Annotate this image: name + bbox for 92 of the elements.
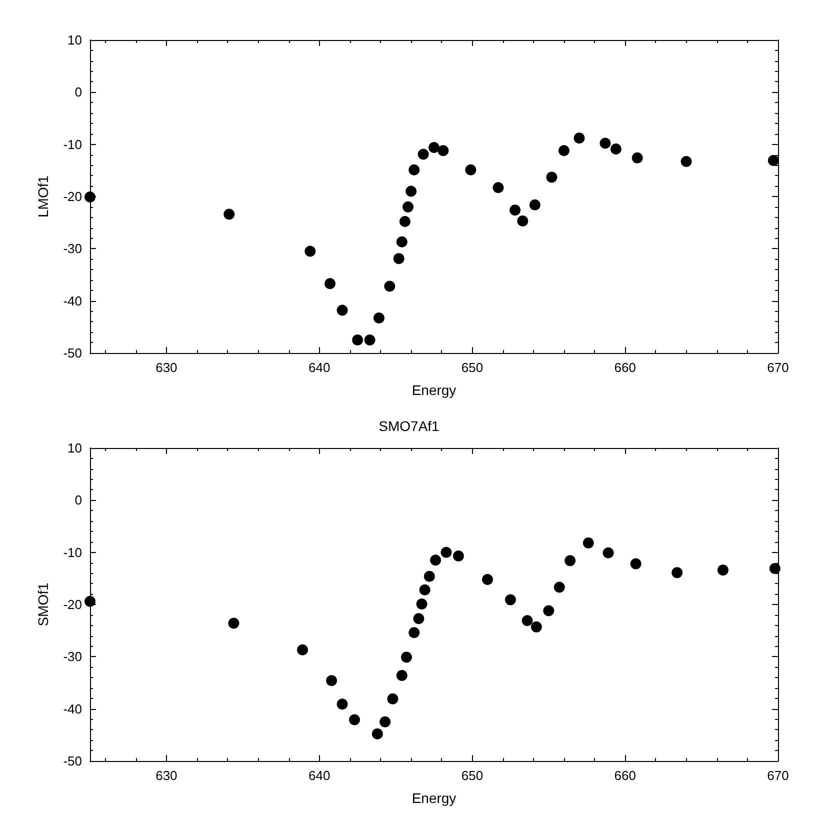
point	[352, 334, 364, 346]
point	[336, 698, 348, 710]
y-tick-label: -20	[63, 597, 82, 612]
point	[769, 563, 780, 574]
point	[430, 554, 442, 566]
point	[84, 596, 96, 607]
point	[428, 142, 440, 153]
point	[372, 728, 383, 740]
y-tick-label: -40	[63, 701, 82, 716]
point	[602, 547, 614, 558]
point	[224, 208, 235, 220]
point	[529, 199, 540, 210]
x-tick-label: 660	[614, 360, 636, 375]
point	[408, 164, 420, 176]
point	[530, 621, 542, 632]
point	[504, 594, 516, 606]
y-tick-label: -10	[63, 136, 82, 152]
point	[440, 546, 452, 558]
point	[393, 253, 404, 264]
point	[582, 537, 594, 548]
point	[326, 675, 338, 686]
point	[387, 693, 398, 704]
x-tick-label: 670	[767, 768, 789, 783]
point	[632, 152, 643, 164]
point	[349, 714, 360, 726]
point	[600, 138, 611, 149]
point	[380, 716, 391, 728]
point	[228, 618, 240, 629]
x-tick-label: 650	[461, 360, 484, 375]
x-axis-title: Energy	[412, 382, 456, 398]
point	[406, 186, 417, 197]
x-tick-label: 660	[614, 768, 636, 783]
point	[554, 582, 565, 593]
y-axis-title: LMOf1	[35, 175, 51, 218]
y-tick-label: 10	[68, 440, 82, 456]
point	[680, 156, 692, 168]
point	[574, 132, 585, 144]
point	[408, 627, 420, 638]
x-tick-label: 630	[156, 768, 178, 783]
y-tick-label: -30	[63, 241, 82, 256]
chart-title: SMO7Af1	[378, 418, 440, 434]
point	[396, 236, 408, 248]
y-tick-label: -50	[63, 754, 82, 768]
point	[418, 148, 429, 160]
point	[396, 670, 408, 681]
point	[482, 574, 494, 585]
point	[324, 278, 336, 290]
point	[416, 598, 428, 610]
point	[610, 144, 622, 155]
y-tick-label: -30	[63, 649, 82, 664]
point	[492, 182, 504, 194]
x-tick-label: 630	[156, 360, 178, 375]
x-tick-label: 640	[308, 768, 330, 783]
point	[400, 652, 412, 663]
point	[84, 192, 96, 203]
point	[543, 605, 554, 616]
point	[402, 201, 414, 212]
x-tick-label: 670	[767, 360, 789, 375]
y-tick-label: -50	[63, 346, 82, 360]
point	[438, 145, 449, 156]
point	[304, 246, 316, 257]
y-tick-label: 10	[68, 32, 82, 48]
x-axis-title: Energy	[412, 790, 456, 806]
x-tick-label: 640	[308, 360, 330, 375]
point	[424, 570, 435, 582]
y-tick-label: -10	[63, 544, 82, 560]
y-tick-label: -40	[63, 293, 82, 308]
point	[768, 155, 779, 166]
point	[546, 172, 558, 183]
point	[510, 204, 521, 216]
point	[399, 216, 410, 228]
y-axis-title: SMOf1	[35, 582, 51, 626]
x-tick-label: 650	[461, 768, 484, 783]
point	[630, 558, 642, 570]
point	[517, 216, 528, 227]
point	[419, 584, 430, 596]
point	[558, 145, 570, 156]
point	[672, 567, 683, 578]
point	[522, 615, 533, 626]
point	[717, 564, 728, 576]
y-tick-label: -20	[63, 189, 82, 204]
y-tick-label: 0	[74, 492, 82, 508]
point	[297, 644, 308, 656]
y-tick-label: 0	[74, 84, 82, 100]
point	[564, 555, 576, 566]
point	[373, 312, 384, 324]
point	[336, 304, 348, 316]
point	[465, 164, 476, 176]
point	[452, 550, 464, 562]
point	[364, 334, 376, 346]
point	[413, 613, 424, 624]
point	[384, 280, 396, 292]
